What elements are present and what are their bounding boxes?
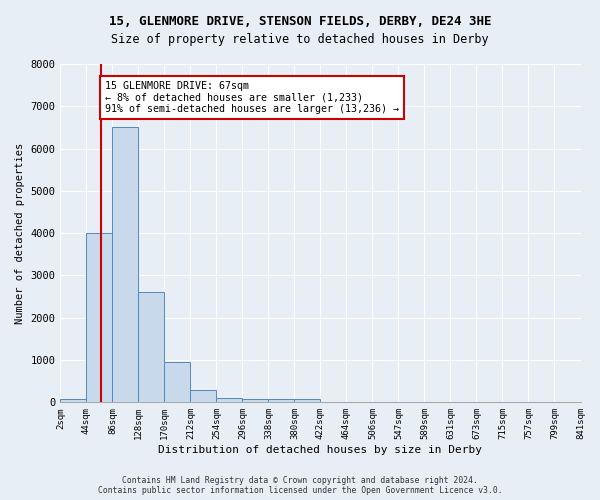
Text: 15, GLENMORE DRIVE, STENSON FIELDS, DERBY, DE24 3HE: 15, GLENMORE DRIVE, STENSON FIELDS, DERB… xyxy=(109,15,491,28)
Y-axis label: Number of detached properties: Number of detached properties xyxy=(15,142,25,324)
Text: 15 GLENMORE DRIVE: 67sqm
← 8% of detached houses are smaller (1,233)
91% of semi: 15 GLENMORE DRIVE: 67sqm ← 8% of detache… xyxy=(104,81,398,114)
Bar xyxy=(190,390,217,402)
Bar xyxy=(139,292,164,403)
Bar xyxy=(217,398,242,402)
Bar xyxy=(86,233,112,402)
Bar xyxy=(295,399,320,402)
Bar xyxy=(112,128,139,402)
Bar xyxy=(164,362,190,403)
Text: Size of property relative to detached houses in Derby: Size of property relative to detached ho… xyxy=(111,32,489,46)
Bar xyxy=(61,400,86,402)
Bar xyxy=(242,399,268,402)
X-axis label: Distribution of detached houses by size in Derby: Distribution of detached houses by size … xyxy=(158,445,482,455)
Text: Contains HM Land Registry data © Crown copyright and database right 2024.
Contai: Contains HM Land Registry data © Crown c… xyxy=(98,476,502,495)
Bar xyxy=(268,399,295,402)
